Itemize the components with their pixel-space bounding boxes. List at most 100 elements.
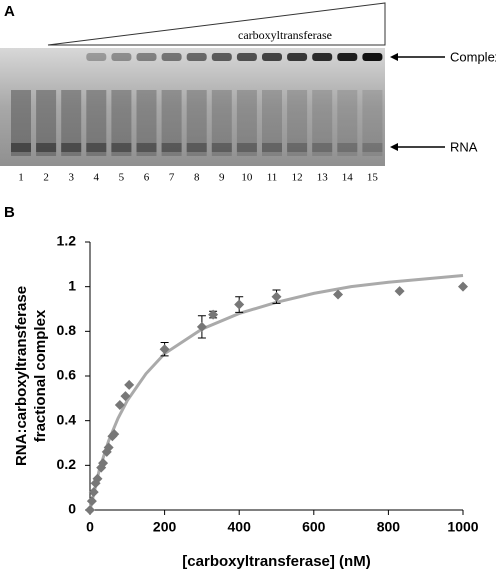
rna-smear	[186, 90, 207, 156]
x-tick-label: 200	[153, 519, 177, 535]
data-point	[109, 429, 120, 440]
data-point	[88, 487, 99, 498]
data-point	[114, 400, 125, 411]
complex-band	[312, 53, 333, 61]
y-tick-label: 0.2	[57, 456, 77, 472]
rna-label: RNA	[450, 139, 478, 154]
lane-number: 1	[18, 172, 24, 184]
rna-band	[236, 143, 257, 152]
lane-number: 4	[94, 172, 100, 184]
rna-band	[161, 143, 182, 152]
y-axis-label: RNA:carboxyltransferase	[13, 286, 30, 466]
rna-smear	[337, 90, 358, 156]
rna-smear	[61, 90, 82, 156]
rna-smear	[362, 90, 383, 156]
y-axis-label: fractional complex	[32, 309, 49, 442]
fit-curve	[88, 274, 464, 511]
x-tick-label: 600	[302, 519, 326, 535]
gradient-label: carboxyltransferase	[238, 28, 332, 42]
complex-band	[161, 53, 182, 61]
complex-band	[287, 53, 308, 61]
plot: 0 0.2 0.4 0.6 0.8 1 1.2 0 200 400 600 800 1000 [carbo…	[13, 233, 479, 570]
rna-band	[61, 143, 82, 152]
lane-number: 13	[317, 172, 329, 184]
rna-smear	[136, 90, 157, 156]
x-tick-label: 400	[228, 519, 252, 535]
rna-smear	[236, 90, 257, 156]
complex-band	[186, 53, 207, 61]
complex-band	[86, 53, 107, 61]
x-tick-label: 1000	[447, 519, 478, 535]
x-tick-label: 800	[377, 519, 401, 535]
y-tick-label: 1.2	[57, 233, 77, 249]
complex-band	[111, 53, 132, 61]
data-point	[333, 289, 344, 300]
data-point	[394, 286, 405, 297]
complex-band	[262, 53, 282, 61]
lane-number: 3	[68, 172, 74, 184]
y-tick-label: 0.6	[57, 367, 77, 383]
x-tick-label: 0	[86, 519, 94, 535]
rna-band	[136, 143, 157, 152]
lane-number: 14	[342, 172, 354, 184]
complex-band	[236, 53, 257, 61]
lane-number: 8	[194, 172, 200, 184]
rna-band	[287, 143, 308, 152]
data-point	[271, 291, 282, 302]
lane-number: 7	[169, 172, 175, 184]
data-point	[196, 321, 207, 332]
y-tick-label: 0.8	[57, 322, 77, 338]
gradient-triangle	[47, 2, 386, 46]
rna-smear	[287, 90, 308, 156]
rna-smear	[262, 90, 282, 156]
complex-band	[136, 53, 157, 61]
data-point	[234, 299, 245, 310]
complex-band	[362, 53, 383, 61]
data-point	[85, 505, 95, 515]
lane-number: 10	[241, 172, 253, 184]
data-point	[86, 496, 97, 507]
rna-smear	[36, 90, 57, 156]
rna-band	[186, 143, 207, 152]
complex-band	[337, 53, 358, 61]
data-point	[120, 391, 131, 402]
arrow-head	[390, 53, 398, 61]
arrow-head	[390, 143, 398, 151]
lane-number: 11	[267, 172, 278, 184]
complex-label: Complex	[450, 49, 496, 64]
rna-smear	[111, 90, 132, 156]
data-point	[103, 442, 114, 453]
y-tick-label: 1	[68, 277, 76, 293]
lane-number: 12	[292, 172, 303, 184]
rna-band	[312, 143, 333, 152]
x-axis-label: [carboxyltransferase] (nM)	[182, 553, 370, 570]
lane-number: 2	[43, 172, 49, 184]
rna-smear	[161, 90, 182, 156]
y-tick-label: 0	[68, 501, 76, 517]
data-point	[458, 281, 468, 292]
rna-band	[111, 143, 132, 152]
panel-label: B	[4, 204, 15, 221]
rna-band	[262, 143, 282, 152]
rna-band	[11, 143, 31, 152]
data-point	[92, 473, 103, 484]
data-point	[159, 344, 170, 355]
rna-smear	[11, 90, 31, 156]
rna-smear	[312, 90, 333, 156]
rna-smear	[86, 90, 107, 156]
lane-number: 15	[367, 172, 379, 184]
rna-band	[36, 143, 57, 152]
gel-lanes	[11, 53, 383, 156]
data-point	[208, 309, 219, 320]
rna-band	[337, 143, 358, 152]
rna-band	[211, 143, 232, 152]
rna-band	[86, 143, 107, 152]
panel-label: A	[4, 3, 15, 20]
data-point	[124, 379, 135, 390]
data-point	[98, 458, 109, 469]
rna-smear	[211, 90, 232, 156]
lane-number: 9	[219, 172, 225, 184]
rna-band	[362, 143, 383, 152]
lane-number: 6	[144, 172, 150, 184]
